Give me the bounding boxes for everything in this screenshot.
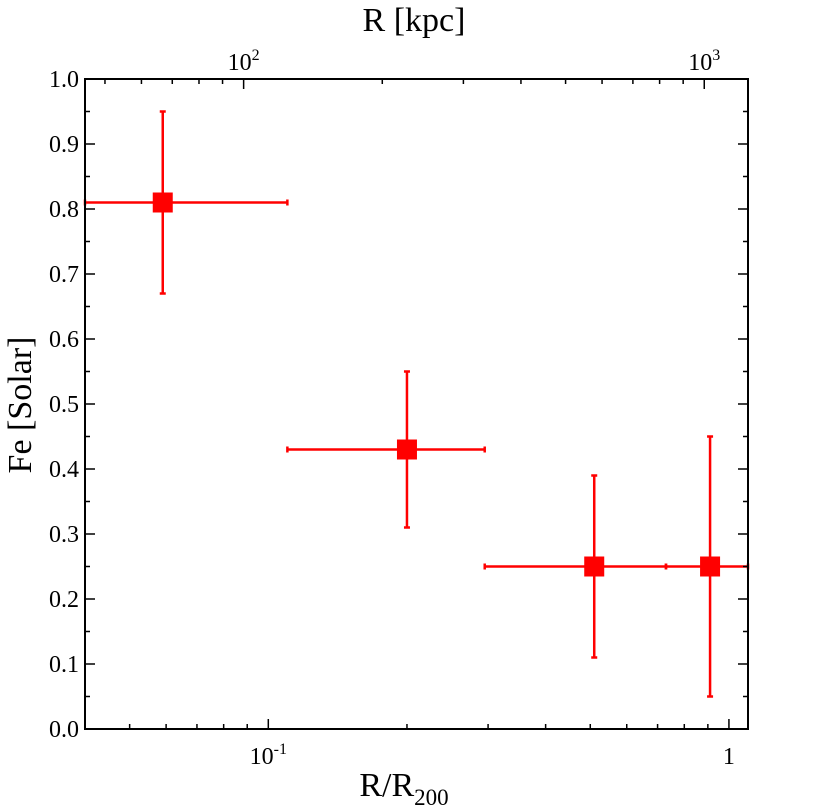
top-x-tick-label-exponent: 3 xyxy=(712,47,720,64)
marker-layer xyxy=(152,192,721,577)
y-axis-label: Fe [Solar] xyxy=(2,337,39,474)
x-axis-label-main: R/R xyxy=(359,767,414,804)
top-x-tick-label: 103 xyxy=(688,47,720,76)
top-x-tick-label: 102 xyxy=(228,47,260,76)
top-x-axis-label: R [kpc] xyxy=(363,2,466,39)
x-tick-label: 10-1 xyxy=(250,741,287,770)
y-tick-label: 0.3 xyxy=(49,522,79,548)
errorbar-layer xyxy=(83,110,750,698)
y-tick-label: 0.8 xyxy=(49,197,79,223)
x-axis-label-subscript: 200 xyxy=(414,785,449,810)
y-tick-label: 0.2 xyxy=(49,587,79,613)
y-tick-label: 0.7 xyxy=(49,262,79,288)
y-tick-label: 0.4 xyxy=(49,457,79,483)
y-tick-label: 0.0 xyxy=(49,717,79,743)
x-axis-label: R/R200 xyxy=(359,767,448,810)
plot-frame xyxy=(84,78,749,730)
y-tick-label: 1.0 xyxy=(49,67,79,93)
y-tick-label: 0.1 xyxy=(49,652,79,678)
top-x-tick-label-exponent: 2 xyxy=(252,47,260,64)
y-tick-label: 0.6 xyxy=(49,327,79,353)
tick-labels: 0.00.10.20.30.40.50.60.70.80.91.010-1 110… xyxy=(49,47,735,770)
data-point-marker xyxy=(152,192,173,213)
x-tick-label-base: 1 xyxy=(723,744,735,770)
top-x-tick-label-base: 10 xyxy=(228,50,252,76)
data-point-marker xyxy=(700,556,721,577)
y-tick-label: 0.9 xyxy=(49,132,79,158)
x-tick-label: 1 xyxy=(723,744,735,770)
x-tick-label-base: 10 xyxy=(250,744,274,770)
x-tick-label-exponent: -1 xyxy=(274,741,287,758)
data-point-marker xyxy=(584,556,605,577)
axis-ticks xyxy=(84,78,748,730)
y-tick-label: 0.5 xyxy=(49,392,79,418)
data-point-marker xyxy=(396,439,417,460)
top-x-tick-label-base: 10 xyxy=(688,50,712,76)
